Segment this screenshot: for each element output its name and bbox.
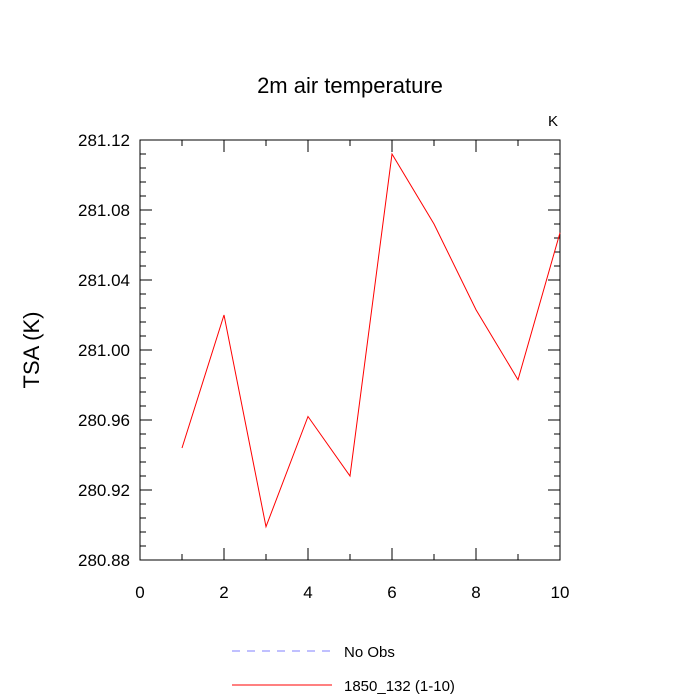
x-tick-label: 0 — [135, 583, 144, 602]
y-tick-label: 281.12 — [78, 131, 130, 150]
y-axis-ticks: 280.88 280.92 280.96 281.00 281.04 281.08 281.… — [78, 131, 560, 570]
y-tick-label: 281.08 — [78, 201, 130, 220]
legend: No Obs 1850_132 (1-10) — [232, 644, 455, 695]
series-line — [181, 152, 561, 529]
y-tick-label: 281.04 — [78, 271, 130, 290]
x-tick-label: 6 — [387, 583, 396, 602]
x-tick-label: 8 — [471, 583, 480, 602]
chart-title: 2m air temperature — [257, 73, 443, 98]
units-label: K — [548, 113, 558, 130]
plot-frame — [139, 139, 561, 561]
y-tick-label: 280.92 — [78, 481, 130, 500]
y-tick-label: 280.96 — [78, 411, 130, 430]
x-tick-label: 4 — [303, 583, 312, 602]
legend-label: 1850_132 (1-10) — [344, 678, 455, 695]
legend-label: No Obs — [344, 644, 395, 661]
x-axis-ticks: 0 2 4 6 8 10 — [135, 140, 569, 602]
x-tick-label: 2 — [219, 583, 228, 602]
y-tick-label: 280.88 — [78, 551, 130, 570]
series-group — [181, 152, 561, 529]
y-tick-label: 281.00 — [78, 341, 130, 360]
x-tick-label: 10 — [551, 583, 570, 602]
y-axis-label: TSA (K) — [19, 311, 44, 388]
